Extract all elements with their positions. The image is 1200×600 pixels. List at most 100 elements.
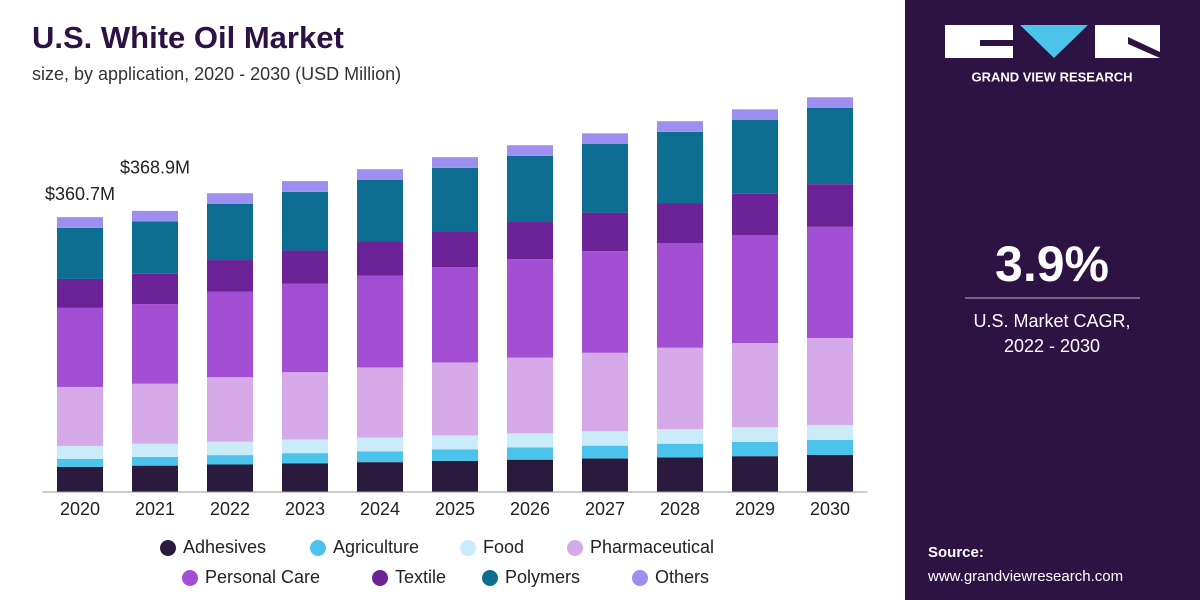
legend-marker	[160, 540, 176, 556]
bar-segment	[507, 433, 553, 448]
bar-segment	[57, 217, 103, 228]
bar-segment	[132, 221, 178, 274]
bar-segment	[132, 443, 178, 457]
x-tick-label: 2030	[810, 499, 850, 519]
x-tick-label: 2023	[285, 499, 325, 519]
bar-segment	[132, 210, 178, 222]
legend-label: Pharmaceutical	[590, 537, 714, 557]
plot: 2020 2021 2022 2023 2024 2025 2026 2027 2028 2029…	[42, 97, 868, 587]
logo-cut	[1128, 37, 1160, 58]
bar-segment	[582, 251, 628, 353]
legend-label: Food	[483, 537, 524, 557]
legend-marker	[372, 570, 388, 586]
bar-segment	[207, 260, 253, 292]
x-tick-label: 2020	[60, 499, 100, 519]
bar-segment	[432, 167, 478, 232]
bar-segment	[57, 307, 103, 387]
bar-segment	[807, 97, 853, 108]
bar-segment	[282, 191, 328, 251]
bar-segment	[282, 439, 328, 454]
bar-segment	[282, 463, 328, 492]
bar-segment	[732, 234, 778, 344]
legend-label: Textile	[395, 567, 446, 587]
bar-segment	[582, 133, 628, 144]
legend-marker	[567, 540, 583, 556]
bar-segment	[132, 465, 178, 492]
bar-segment	[807, 226, 853, 339]
bar-segment	[582, 458, 628, 492]
bar-segment	[207, 455, 253, 465]
bar-segment	[507, 222, 553, 260]
x-tick-label: 2025	[435, 499, 475, 519]
bar-segment	[732, 456, 778, 492]
bar-segment	[282, 283, 328, 373]
bar-segment	[732, 193, 778, 235]
bar-segment	[57, 458, 103, 467]
bar-segment	[132, 383, 178, 444]
bar-segment	[357, 169, 403, 180]
x-tick-label: 2027	[585, 499, 625, 519]
bar-segment	[207, 441, 253, 456]
bar-segment	[207, 464, 253, 492]
bar-segment	[432, 460, 478, 492]
bar-segment	[57, 445, 103, 459]
bar-segment	[357, 367, 403, 438]
legend-label: Agriculture	[333, 537, 419, 557]
bar-segment	[657, 429, 703, 444]
bar-segment	[207, 377, 253, 442]
legend-marker	[482, 570, 498, 586]
bar-segment	[657, 121, 703, 132]
bar-segment	[57, 278, 103, 308]
bar-segment	[282, 453, 328, 464]
bar-segment	[132, 456, 178, 466]
chart-title: U.S. White Oil Market	[32, 20, 344, 55]
bar-segment	[357, 451, 403, 463]
bar-segment	[132, 304, 178, 384]
cagr-value: 3.9%	[995, 236, 1109, 292]
bar-segment	[357, 437, 403, 452]
bar-segment	[432, 449, 478, 461]
bar-segment	[357, 179, 403, 242]
x-tick-label: 2028	[660, 499, 700, 519]
bar-segment	[657, 131, 703, 204]
bar-segment	[432, 157, 478, 168]
cagr-label: U.S. Market CAGR,	[973, 311, 1130, 331]
bar-segment	[432, 435, 478, 450]
bar-segment	[507, 259, 553, 358]
source-url: www.grandviewresearch.com	[927, 568, 1123, 585]
legend-label: Personal Care	[205, 567, 320, 587]
legend-label: Adhesives	[183, 537, 266, 557]
bar-segment	[432, 267, 478, 363]
bar-segment	[357, 462, 403, 492]
bar-segment	[807, 184, 853, 227]
legend-label: Polymers	[505, 567, 580, 587]
total-label: $368.9M	[120, 158, 190, 178]
source-label: Source:	[928, 544, 984, 561]
bar-segment	[732, 427, 778, 442]
bar-segment	[357, 241, 403, 276]
bar-segment	[57, 227, 103, 279]
bar-segment	[282, 181, 328, 192]
bar-segment	[507, 459, 553, 492]
chart-subtitle: size, by application, 2020 - 2030 (USD M…	[32, 64, 401, 84]
cagr-period: 2022 - 2030	[1004, 336, 1100, 356]
legend-marker	[632, 570, 648, 586]
sidebar	[905, 0, 1200, 600]
bar-segment	[132, 273, 178, 305]
bar-segment	[657, 443, 703, 458]
bar-segment	[57, 466, 103, 492]
bar-segment	[657, 203, 703, 243]
legend-marker	[460, 540, 476, 556]
total-label: $360.7M	[45, 184, 115, 204]
bar-segment	[207, 203, 253, 261]
bar-segment	[507, 357, 553, 434]
bar-segment	[207, 193, 253, 204]
bar-segment	[807, 424, 853, 440]
legend-label: Others	[655, 567, 709, 587]
x-tick-label: 2026	[510, 499, 550, 519]
bar-segment	[582, 212, 628, 252]
x-tick-label: 2021	[135, 499, 175, 519]
bar-segment	[657, 457, 703, 492]
logo-triangle	[1020, 25, 1088, 58]
